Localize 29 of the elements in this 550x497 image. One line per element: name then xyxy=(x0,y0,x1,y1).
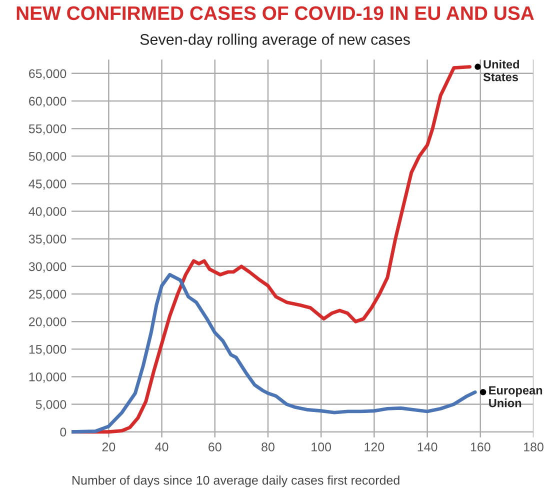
x-tick-label: 120 xyxy=(364,442,384,452)
y-tick-label: 40,000 xyxy=(28,207,66,218)
x-tick-label: 180 xyxy=(524,442,544,452)
x-tick-label: 140 xyxy=(418,442,438,452)
x-tick-label: 100 xyxy=(312,442,332,452)
series-label: European Union xyxy=(489,386,542,408)
y-tick-label: 10,000 xyxy=(29,372,66,383)
chart-title: NEW CONFIRMED CASES OF COVID-19 IN EU AND USA xyxy=(16,6,534,20)
y-tick-label: 55,000 xyxy=(28,124,66,135)
y-tick-label: 35,000 xyxy=(28,234,66,245)
y-tick-label: 60,000 xyxy=(29,96,66,108)
x-tick-label: 160 xyxy=(470,442,490,452)
y-tick-label: 5,000 xyxy=(36,400,66,410)
x-axis-title: Number of days since 10 average daily cases first recorded xyxy=(72,476,400,488)
x-tick-label: 80 xyxy=(262,442,274,452)
x-tick-label: 20 xyxy=(102,442,116,452)
y-tick-label: 50,000 xyxy=(28,152,66,162)
x-tick-label: 40 xyxy=(155,442,168,452)
y-tick-label: 45,000 xyxy=(28,180,66,190)
y-tick-label: 65,000 xyxy=(29,69,66,80)
series-label: United States xyxy=(483,60,519,82)
chart-subtitle: Seven-day rolling average of new cases xyxy=(140,34,410,48)
y-tick-label: 25,000 xyxy=(29,290,66,300)
y-tick-label: 20,000 xyxy=(29,317,66,328)
y-tick-label: 0 xyxy=(60,428,66,436)
x-tick-label: 60 xyxy=(208,442,222,452)
y-tick-label: 30,000 xyxy=(28,262,66,273)
y-tick-label: 15,000 xyxy=(29,344,66,356)
line-series xyxy=(72,272,477,434)
